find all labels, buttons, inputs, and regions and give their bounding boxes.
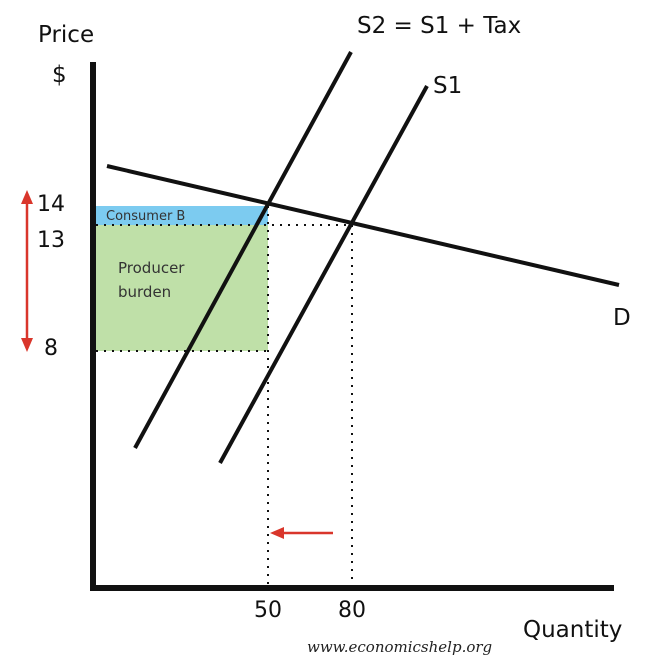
y-axis-unit: $ (52, 62, 67, 88)
source-credit: www.economicshelp.org (307, 638, 492, 656)
quantity-tick-50: 50 (254, 598, 282, 623)
s2-label: S2 = S1 + Tax (357, 13, 521, 39)
quantity-shift-arrow (270, 527, 333, 539)
y-axis-title: Price (38, 22, 94, 48)
price-tick-14: 14 (37, 192, 65, 217)
s1-label: S1 (433, 73, 462, 99)
producer-burden-label-line2: burden (118, 283, 171, 301)
demand-curve (106, 164, 620, 287)
quantity-tick-80: 80 (338, 598, 366, 623)
x-axis-title: Quantity (523, 617, 622, 643)
guide-lines (96, 206, 353, 588)
consumer-burden-label: Consumer B (106, 209, 185, 224)
price-tick-13: 13 (37, 228, 65, 253)
supply-curve-s2 (133, 51, 353, 449)
demand-label: D (613, 305, 631, 331)
price-change-arrow (21, 190, 33, 352)
producer-burden-area (96, 225, 268, 351)
price-tick-8: 8 (44, 336, 58, 361)
producer-burden-label-line1: Producer (118, 259, 185, 277)
supply-curve-s1 (218, 85, 429, 464)
consumer-burden-area (96, 206, 268, 225)
